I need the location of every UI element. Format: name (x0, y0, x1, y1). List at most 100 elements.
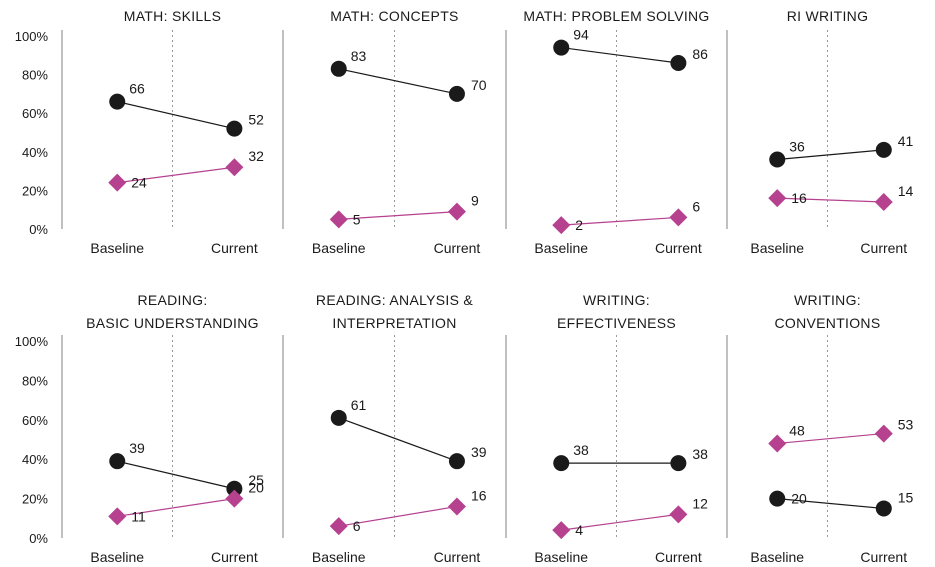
data-point-diamond (329, 517, 348, 536)
data-point-diamond (108, 507, 127, 526)
y-tick-label: 60% (22, 106, 48, 121)
series-line (777, 432, 884, 445)
x-category-label: Current (860, 240, 907, 256)
x-category-label: Baseline (534, 240, 588, 256)
data-point-circle (448, 85, 465, 102)
data-label: 20 (248, 480, 264, 496)
data-point-circle (330, 409, 347, 426)
series-line (117, 101, 235, 130)
data-point-diamond (768, 189, 787, 208)
series-line (561, 46, 679, 64)
data-label: 24 (131, 175, 147, 191)
data-label: 6 (692, 198, 700, 214)
data-label: 83 (351, 48, 367, 64)
x-category-label: Baseline (750, 549, 804, 565)
data-point-circle (875, 141, 892, 158)
data-label: 53 (898, 417, 914, 433)
data-point-diamond (329, 210, 348, 229)
x-category-label: Current (860, 549, 907, 565)
panel-title: INTERPRETATION (332, 315, 456, 331)
data-label: 14 (898, 183, 914, 199)
data-point-circle (448, 453, 465, 470)
series-line (338, 211, 457, 220)
x-category-label: Baseline (312, 240, 366, 256)
y-tick-label: 80% (22, 68, 48, 83)
data-label: 16 (791, 190, 807, 206)
y-tick-label: 20% (22, 492, 48, 507)
x-category-label: Current (655, 549, 702, 565)
data-label: 16 (471, 487, 487, 503)
x-category-label: Current (434, 240, 481, 256)
series-line (561, 216, 679, 226)
y-tick-label: 20% (22, 183, 48, 198)
data-point-circle (226, 480, 243, 497)
series-line (117, 460, 235, 490)
data-label: 36 (789, 139, 805, 155)
series-line (117, 166, 235, 184)
panel-title: CONVENTIONS (775, 315, 881, 331)
panel-title: BASIC UNDERSTANDING (86, 315, 259, 331)
data-point-diamond (552, 216, 571, 235)
data-label: 2 (575, 217, 583, 233)
data-point-diamond (447, 202, 466, 221)
data-label: 66 (129, 81, 145, 97)
data-point-circle (769, 490, 786, 507)
data-label: 48 (789, 422, 805, 438)
panel-title: EFFECTIVENESS (557, 315, 676, 331)
data-label: 86 (692, 46, 708, 62)
x-category-label: Baseline (312, 549, 366, 565)
data-point-circle (553, 39, 570, 56)
data-point-circle (769, 151, 786, 168)
data-label: 5 (353, 211, 361, 227)
data-point-diamond (447, 497, 466, 516)
series-line (777, 149, 884, 161)
y-tick-label: 40% (22, 145, 48, 160)
data-point-circle (226, 120, 243, 137)
series-line (338, 505, 458, 527)
data-label: 4 (575, 522, 583, 538)
data-point-diamond (669, 505, 688, 524)
panel-title: RI WRITING (787, 8, 869, 24)
data-point-diamond (225, 489, 244, 508)
y-tick-label: 100% (15, 334, 49, 349)
data-point-diamond (874, 192, 893, 211)
data-point-circle (875, 500, 892, 517)
panel-title: MATH: SKILLS (124, 8, 221, 24)
data-label: 61 (351, 397, 367, 413)
data-point-circle (109, 93, 126, 110)
data-label: 38 (573, 442, 589, 458)
data-label: 11 (131, 508, 146, 524)
series-line (777, 197, 884, 203)
data-label: 94 (573, 27, 589, 43)
y-tick-label: 0% (29, 531, 48, 546)
data-label: 15 (898, 489, 914, 505)
y-tick-label: 0% (29, 222, 48, 237)
data-point-diamond (768, 434, 787, 453)
series-line (338, 68, 458, 95)
x-category-label: Current (434, 549, 481, 565)
data-point-diamond (225, 158, 244, 177)
data-point-diamond (108, 173, 127, 192)
data-label: 20 (791, 491, 807, 507)
data-label: 39 (471, 444, 487, 460)
x-category-label: Baseline (90, 549, 144, 565)
data-point-diamond (874, 424, 893, 443)
data-label: 38 (692, 446, 708, 462)
data-point-circle (670, 55, 687, 72)
data-point-circle (670, 455, 687, 472)
data-point-circle (109, 453, 126, 470)
data-label: 25 (248, 472, 264, 488)
y-tick-label: 80% (22, 373, 48, 388)
y-tick-label: 40% (22, 452, 48, 467)
panel-title: READING: ANALYSIS & (316, 292, 474, 308)
data-point-diamond (669, 208, 688, 227)
y-tick-label: 60% (22, 413, 48, 428)
data-label: 52 (248, 112, 264, 128)
data-label: 32 (248, 148, 264, 164)
y-tick-label: 100% (15, 29, 49, 44)
data-label: 6 (353, 518, 361, 534)
data-label: 41 (898, 133, 914, 149)
series-line (338, 417, 458, 462)
data-label: 12 (692, 495, 708, 511)
